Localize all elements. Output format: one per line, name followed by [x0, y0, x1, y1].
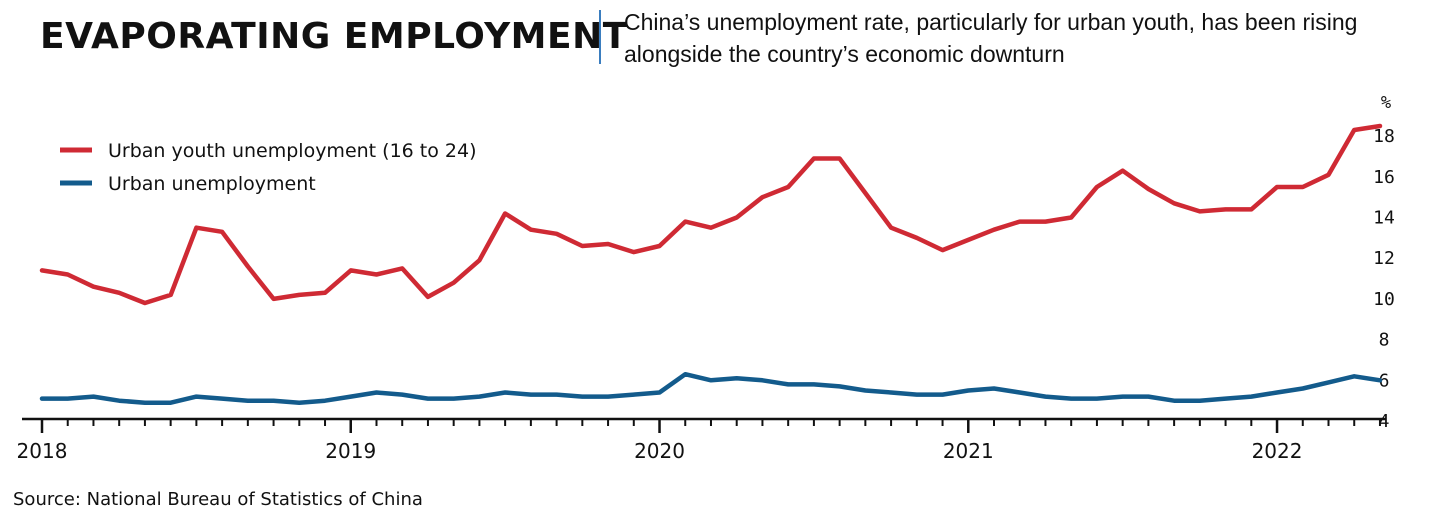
x-tick-label: 2018 [17, 439, 68, 463]
y-tick-label: 12 [1373, 248, 1395, 269]
y-tick-label: 8 [1379, 330, 1390, 351]
x-axis: 2018 2019 2020 2021 2022 [17, 417, 1386, 463]
y-unit-label: % [1381, 93, 1391, 113]
y-axis: % 4 6 8 10 12 14 16 18 [1373, 93, 1395, 432]
x-tick-label: 2019 [325, 439, 376, 463]
y-tick-label: 10 [1373, 289, 1395, 310]
source-note: Source: National Bureau of Statistics of… [13, 489, 423, 510]
x-tick-label: 2020 [634, 439, 685, 463]
youth-unemployment-line [39, 123, 1383, 306]
y-tick-label: 16 [1373, 167, 1395, 188]
series-layer [39, 123, 1383, 405]
chart-title: EVAPORATING EMPLOYMENT [40, 16, 628, 57]
urban-unemployment-line [39, 371, 1383, 405]
y-tick-label: 14 [1373, 208, 1395, 229]
y-tick-label: 6 [1379, 370, 1390, 391]
title-divider [599, 10, 601, 64]
y-tick-label: 18 [1373, 126, 1395, 147]
y-tick-label: 4 [1379, 411, 1390, 432]
legend: Urban youth unemployment (16 to 24) Urban… [60, 140, 477, 195]
legend-label: Urban youth unemployment (16 to 24) [108, 140, 477, 162]
x-tick-label: 2021 [943, 439, 994, 463]
chart-subtitle: China’s unemployment rate, particularly … [624, 9, 1358, 67]
x-tick-label: 2022 [1252, 439, 1303, 463]
legend-label: Urban unemployment [108, 173, 316, 195]
